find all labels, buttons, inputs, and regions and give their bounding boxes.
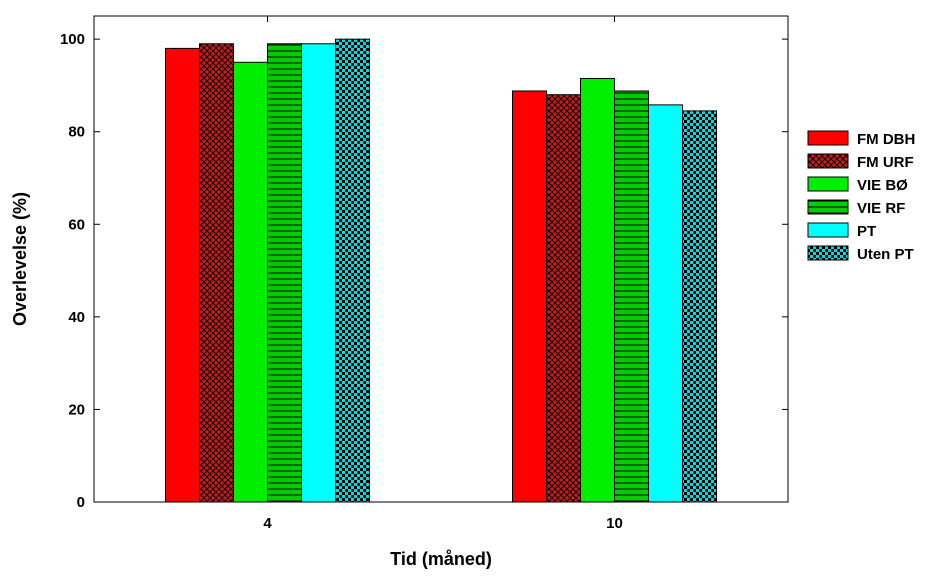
bar-vie-b--4 xyxy=(233,61,268,503)
bar-pt-4 xyxy=(301,43,336,503)
y-tick-label: 20 xyxy=(68,401,85,418)
legend-swatch xyxy=(807,199,849,215)
bar-fm-urf-10 xyxy=(546,94,581,503)
bar-vie-rf-4 xyxy=(267,43,302,503)
legend-label: Uten PT xyxy=(857,246,914,263)
y-tick-label: 60 xyxy=(68,216,85,233)
legend-swatch xyxy=(807,222,849,238)
legend-label: PT xyxy=(857,223,876,240)
bar-uten-pt-4 xyxy=(335,38,370,503)
bar-uten-pt-10 xyxy=(682,110,717,503)
y-tick-label: 80 xyxy=(68,124,85,141)
legend-swatch xyxy=(807,153,849,169)
bar-vie-rf-10 xyxy=(614,90,649,503)
x-tick-label: 4 xyxy=(263,515,272,532)
bar-vie-b--10 xyxy=(580,77,615,503)
legend-swatch xyxy=(807,176,849,192)
y-tick-label: 100 xyxy=(60,31,85,48)
legend-label: VIE BØ xyxy=(857,177,908,194)
legend-label: VIE RF xyxy=(857,200,905,217)
legend: FM DBH FM URF VIE BØ VIE RF PT Uten PT xyxy=(807,130,915,263)
bar-fm-dbh-4 xyxy=(165,47,200,503)
bar-pt-10 xyxy=(648,104,683,503)
y-tick-label: 0 xyxy=(77,494,85,511)
x-tick-label: 10 xyxy=(606,515,623,532)
legend-label: FM DBH xyxy=(857,131,915,148)
bar-fm-urf-4 xyxy=(199,43,234,503)
y-axis-ticks: 0 20 40 60 80 100 xyxy=(60,31,788,511)
y-axis-title: Overlevelse (%) xyxy=(10,192,30,326)
legend-label: FM URF xyxy=(857,154,914,171)
bar-fm-dbh-10 xyxy=(512,90,547,503)
bars-layer xyxy=(165,38,717,503)
legend-swatch xyxy=(807,245,849,261)
legend-swatch xyxy=(807,130,849,146)
y-tick-label: 40 xyxy=(68,309,85,326)
plot-frame xyxy=(93,15,789,503)
x-axis-ticks: 4 10 xyxy=(263,16,623,532)
x-axis-title: Tid (måned) xyxy=(390,549,492,569)
